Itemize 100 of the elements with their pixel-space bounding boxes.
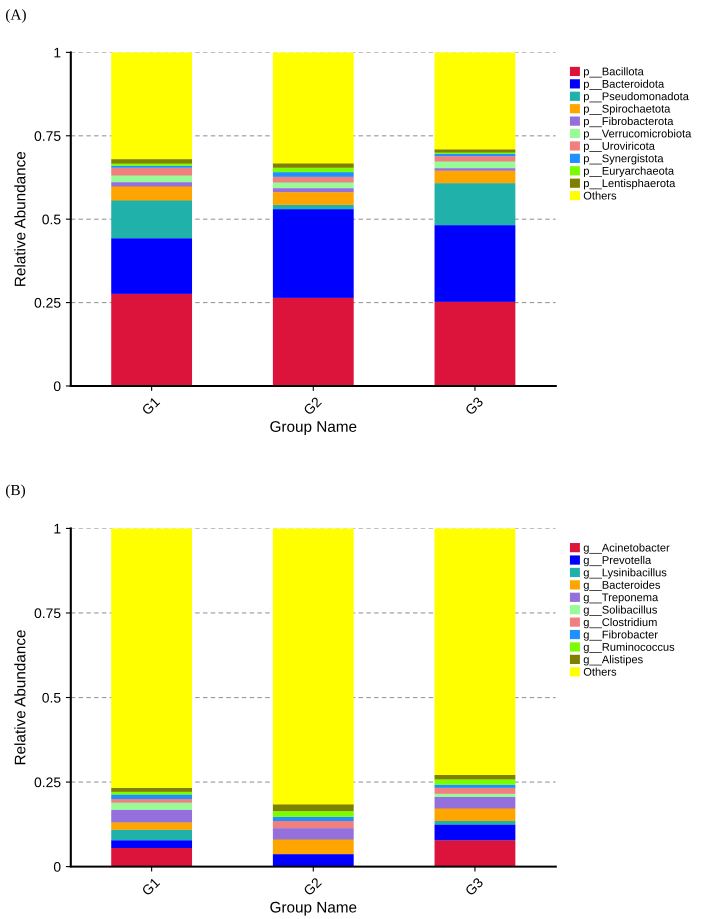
bar — [434, 820, 516, 825]
bar — [434, 302, 516, 386]
bar — [272, 840, 354, 854]
bar — [434, 840, 516, 867]
x-tick-label: G3 — [464, 396, 484, 416]
bar — [111, 798, 192, 803]
bar — [111, 163, 192, 166]
bar — [434, 794, 516, 797]
text: (A) — [6, 9, 26, 23]
legend-label: p__Pseudomonadota — [584, 92, 689, 102]
bar — [434, 161, 516, 168]
legend-label: Others — [584, 191, 616, 200]
bar — [272, 298, 354, 386]
x-tick-label: G3 — [464, 877, 484, 896]
bar — [434, 774, 516, 780]
bar — [272, 528, 354, 804]
y-tick-label: 0 — [54, 862, 61, 872]
legend-label: p__Synergistota — [584, 154, 664, 164]
y-tick-label: 0 — [54, 381, 61, 392]
y-tick-label: 1 — [54, 48, 60, 58]
bar — [111, 792, 192, 795]
y-tick-label: 0.75 — [34, 131, 60, 141]
bar — [111, 182, 192, 186]
x-tick-label: G1 — [141, 396, 160, 416]
bar — [111, 848, 192, 867]
bar — [434, 788, 516, 794]
x-tick-label: G2 — [302, 877, 322, 896]
bar — [272, 204, 354, 210]
legend-label: p__Verrucomicrobiota — [584, 129, 692, 140]
legend-label: p__Euryarchaeota — [584, 166, 674, 177]
bar — [434, 784, 516, 788]
x-tick-label: G2 — [302, 396, 322, 416]
bar — [434, 779, 516, 785]
bar — [111, 186, 192, 200]
bar — [111, 794, 192, 799]
bar — [272, 188, 354, 192]
bar — [111, 840, 192, 848]
bar — [272, 816, 354, 821]
legend-label: p__Fibrobacterota — [584, 116, 674, 128]
legend-label: p__Bacillota — [584, 67, 644, 78]
x-axis-title: Group Name — [270, 902, 356, 916]
x-tick-label: G1 — [141, 877, 160, 896]
legend-label: g__Prevotella — [584, 556, 652, 566]
bar — [434, 168, 516, 171]
legend-label: g__Solibacillus — [584, 605, 657, 616]
legend-label: g__Alistipes — [584, 655, 643, 666]
text: (B) — [6, 484, 26, 498]
bar — [272, 172, 354, 177]
bar — [272, 828, 354, 840]
bar — [434, 225, 516, 302]
y-tick-label: 0.5 — [42, 214, 60, 224]
bar — [434, 796, 516, 808]
y-axis-title: Relative Abundance — [14, 630, 26, 764]
legend-label: Others — [584, 668, 616, 676]
bar — [111, 200, 192, 238]
bar — [111, 788, 192, 792]
y-tick-label: 0.75 — [34, 608, 60, 618]
bar — [111, 294, 192, 386]
bar — [272, 52, 354, 164]
legend-label: p__Bacteroidota — [584, 80, 664, 90]
bar — [111, 528, 192, 788]
bar — [434, 528, 516, 775]
legend-label: g__Bacteroides — [584, 580, 660, 592]
bar — [111, 238, 192, 294]
bar — [111, 802, 192, 810]
bar — [111, 159, 192, 164]
bar — [272, 176, 354, 182]
x-axis-title: Group Name — [270, 421, 356, 435]
bar — [111, 810, 192, 822]
legend-label: g__Clostridium — [584, 618, 657, 628]
bar — [111, 822, 192, 830]
y-axis-title: Relative Abundance — [14, 152, 26, 286]
bar — [272, 820, 354, 828]
y-tick-label: 0.25 — [34, 777, 60, 788]
legend-label: g__Acinetobacter — [584, 543, 670, 554]
bar — [272, 811, 354, 817]
legend-label: g__Treponema — [584, 593, 658, 604]
bar — [434, 170, 516, 184]
y-tick-label: 0.25 — [34, 298, 60, 308]
legend-label: g__Ruminococcus — [584, 642, 674, 654]
bar — [434, 824, 516, 840]
bar — [434, 156, 516, 162]
bar — [111, 52, 192, 160]
bar — [272, 182, 354, 188]
legend-label: p__Lentisphaerota — [584, 178, 676, 190]
bar — [434, 149, 516, 152]
legend-label: g__Fibrobacter — [584, 630, 658, 641]
bar — [272, 209, 354, 298]
y-tick-label: 1 — [54, 524, 60, 534]
bar — [111, 168, 192, 176]
bar — [272, 854, 354, 867]
bar — [272, 192, 354, 205]
legend-label: p__Uroviricota — [584, 142, 655, 152]
bar — [111, 830, 192, 840]
bar — [434, 183, 516, 226]
legend-label: g__Lysinibacillus — [584, 568, 666, 579]
bar — [434, 808, 516, 821]
bar — [434, 52, 516, 150]
bar — [111, 175, 192, 182]
bar — [272, 804, 354, 812]
